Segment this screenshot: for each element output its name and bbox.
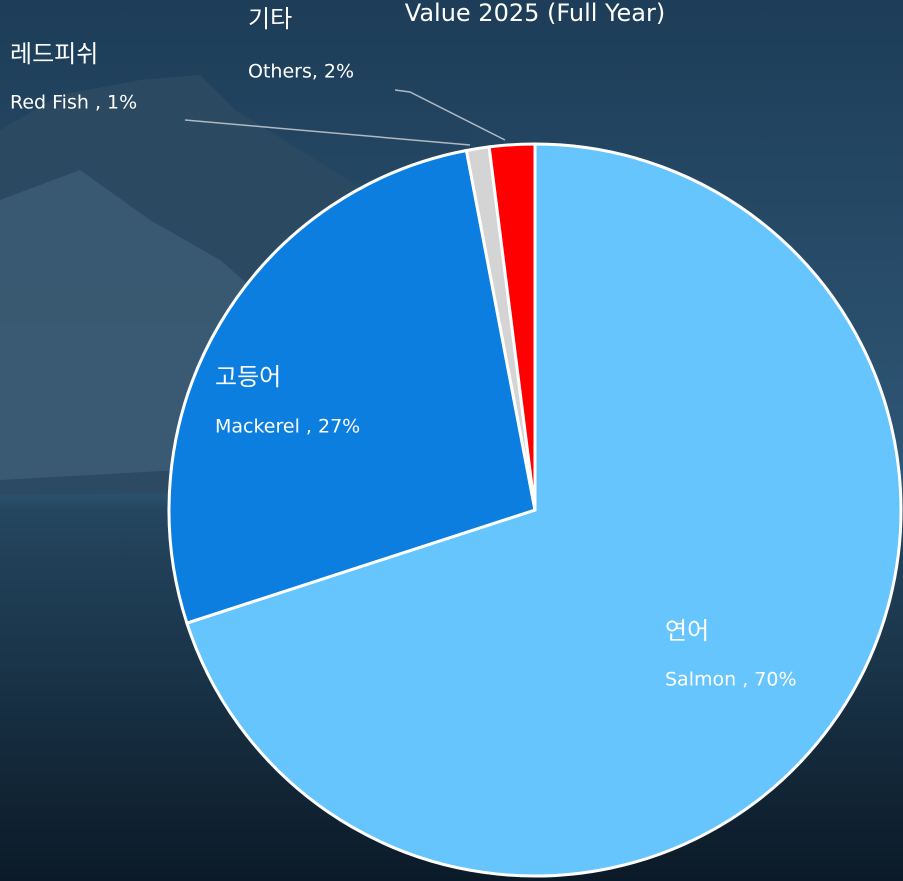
- slice-name: 레드피쉬: [10, 40, 98, 68]
- leader-line: [184, 119, 471, 146]
- data-label: Mackerel , 27%: [215, 416, 360, 438]
- slice-name: 기타: [248, 5, 292, 33]
- slice-name: 고등어: [215, 363, 281, 391]
- pie-slice: [167, 148, 537, 625]
- data-label: Red Fish , 1%: [10, 92, 137, 114]
- slice-name: 연어: [665, 617, 709, 645]
- leader-line: [394, 89, 506, 141]
- pie-slice: [487, 142, 537, 511]
- chart-title: Value 2025 (Full Year): [405, 0, 665, 27]
- data-label: Salmon , 70%: [665, 669, 797, 691]
- pie-slice: [185, 142, 903, 878]
- data-label: Others, 2%: [248, 61, 354, 83]
